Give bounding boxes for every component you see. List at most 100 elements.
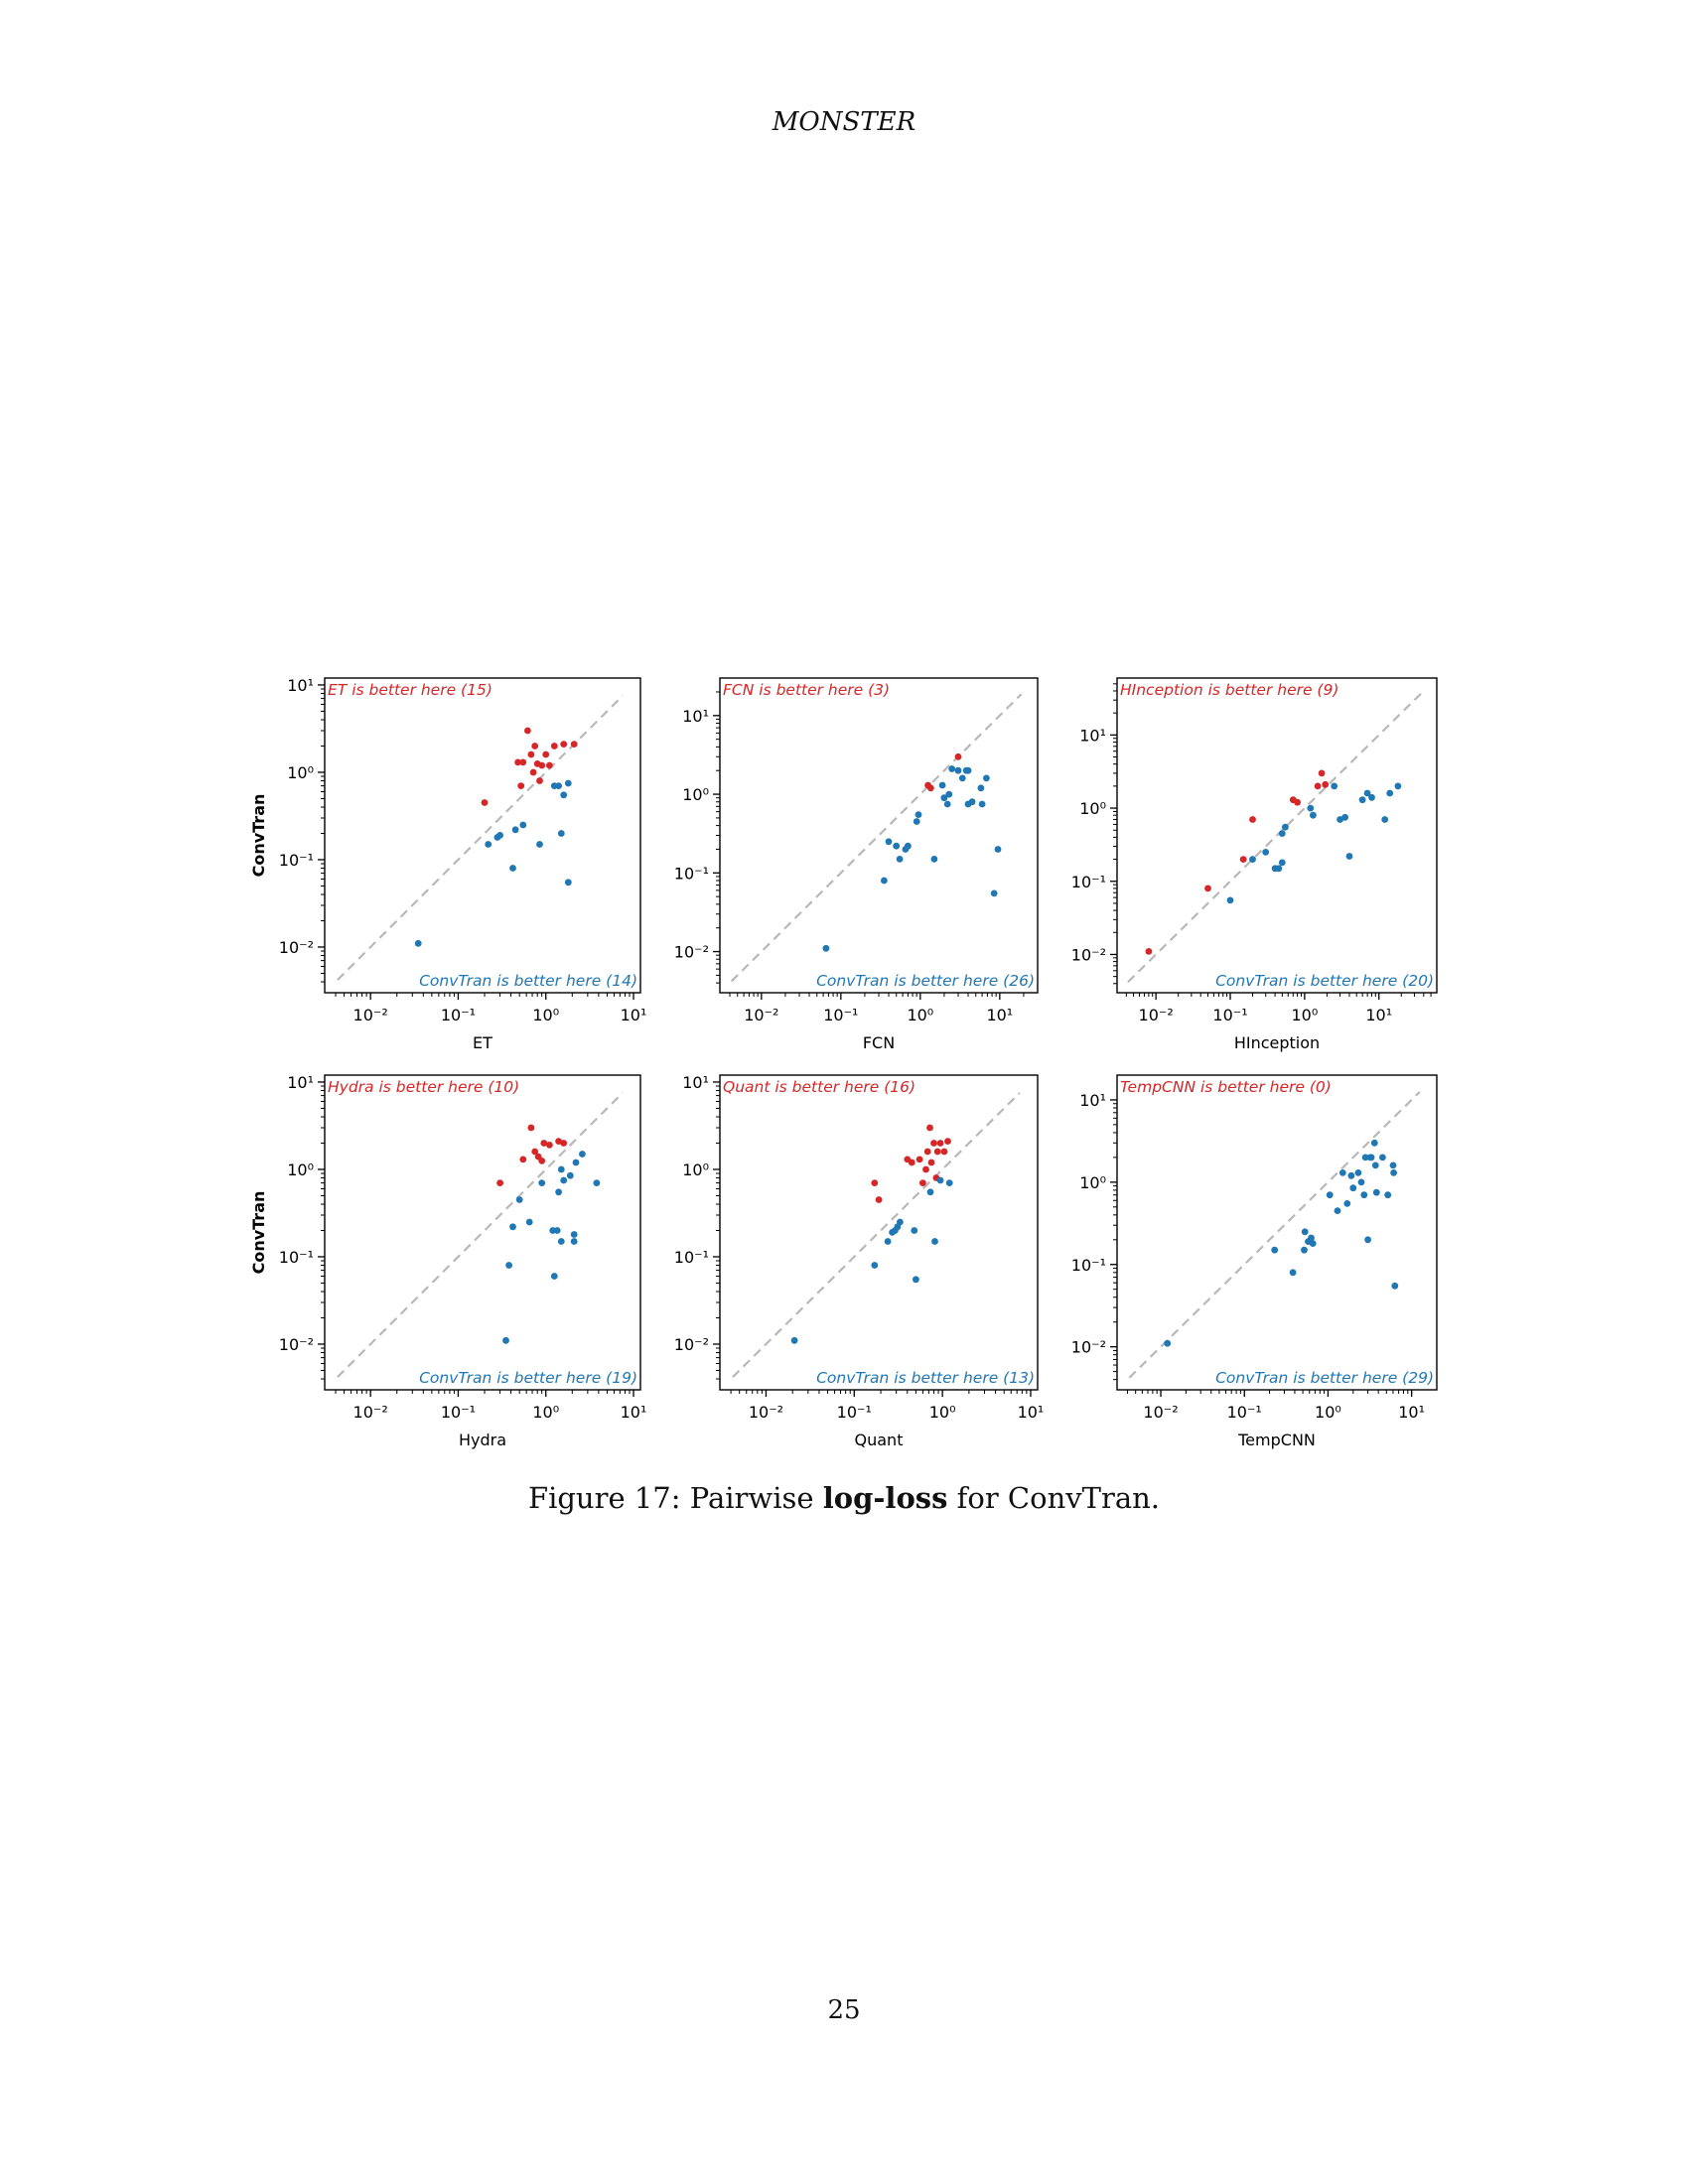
blue-point (990, 889, 998, 897)
red-point (538, 761, 546, 769)
blue-point (1278, 859, 1286, 867)
diagonal-line (732, 1092, 1021, 1378)
plot-frame (719, 1074, 1039, 1391)
red-point (546, 1142, 553, 1149)
red-point (517, 782, 525, 789)
blue-point (519, 821, 527, 829)
blue-point (1390, 1169, 1397, 1176)
red-point (922, 1165, 929, 1173)
blue-point (536, 841, 543, 848)
blue-point (1381, 816, 1389, 823)
red-point (1314, 782, 1322, 790)
blue-point (1358, 796, 1366, 804)
y-tick-label: 10⁻² (279, 938, 314, 957)
blue-point (1307, 804, 1315, 812)
bottom-annotation: ConvTran is better here (14) (419, 972, 637, 990)
red-point (570, 741, 578, 748)
y-tick-label: 10⁻¹ (279, 851, 314, 870)
bottom-annotation: ConvTran is better here (20) (1215, 972, 1434, 990)
diagonal-line (1127, 692, 1423, 984)
blue-point (1370, 1139, 1378, 1147)
blue-point (553, 1227, 561, 1234)
red-point (514, 758, 521, 766)
red-point (519, 758, 527, 766)
red-point (560, 1140, 568, 1147)
red-point (531, 1148, 539, 1156)
x-axis-label: FCN (863, 1033, 895, 1052)
x-tick-label: 10¹ (621, 1006, 647, 1024)
blue-point (1326, 1191, 1334, 1199)
x-tick-label: 10⁻² (1143, 1403, 1178, 1422)
blue-point (911, 1227, 918, 1234)
red-point (546, 761, 553, 769)
y-axis-label: ConvTran (249, 794, 268, 878)
blue-point (943, 800, 951, 808)
red-point (1318, 769, 1326, 777)
x-tick-label: 10¹ (621, 1403, 647, 1422)
x-tick-label: 10¹ (986, 1006, 1013, 1024)
blue-point (1309, 1240, 1317, 1247)
blue-point (560, 1176, 568, 1184)
red-point (540, 1140, 548, 1147)
red-point (550, 743, 558, 750)
red-point (923, 1148, 931, 1156)
blue-point (913, 818, 920, 825)
red-point (555, 1138, 562, 1145)
y-tick-label: 10¹ (1079, 1091, 1106, 1110)
scatter-panel-tempcnn: 10⁻² 10⁻¹ 10⁰ 10¹ 10⁻² 10⁻¹ 10⁰ 10¹ TempCNN is b… (1071, 1074, 1438, 1449)
blue-point (511, 826, 519, 834)
blue-point (515, 1196, 523, 1203)
top-annotation: Hydra is better here (10) (328, 1078, 519, 1096)
figure-caption: Figure 17: Pairwise log-loss for ConvTra… (0, 1481, 1688, 1515)
red-point (527, 1124, 535, 1132)
red-point (1145, 948, 1153, 955)
plot-frame (324, 677, 641, 994)
x-tick-label: 10⁻¹ (441, 1006, 476, 1024)
blue-point (1384, 1191, 1392, 1199)
y-tick-label: 10⁻¹ (674, 1248, 709, 1267)
red-point (560, 741, 568, 748)
blue-point (1360, 1191, 1368, 1199)
blue-point (509, 1223, 516, 1231)
x-tick-label: 10⁻¹ (837, 1403, 872, 1422)
blue-point (566, 1171, 574, 1179)
y-tick-label: 10¹ (287, 676, 314, 695)
red-point (1294, 798, 1301, 806)
x-tick-label: 10⁰ (1315, 1403, 1341, 1422)
blue-point (936, 1176, 944, 1184)
blue-point (1278, 830, 1286, 837)
y-tick-label: 10⁻² (674, 943, 709, 962)
y-axis-label: ConvTran (249, 1191, 268, 1275)
blue-point (485, 841, 492, 848)
x-tick-label: 10⁻² (744, 1006, 778, 1024)
red-point (1239, 856, 1247, 863)
blue-point (570, 1231, 578, 1238)
blue-point (1364, 1236, 1371, 1244)
red-point (519, 1156, 527, 1163)
blue-point (1343, 1200, 1351, 1207)
blue-point (1334, 1207, 1341, 1214)
x-axis-label: Hydra (459, 1431, 506, 1449)
blue-point (938, 781, 946, 789)
x-tick-label: 10⁻¹ (823, 1006, 858, 1024)
blue-point (1379, 1154, 1386, 1161)
y-tick-label: 10⁻² (1071, 945, 1106, 964)
blue-point (790, 1336, 798, 1344)
bottom-annotation: ConvTran is better here (19) (419, 1369, 637, 1387)
blue-point (893, 842, 901, 850)
blue-point (579, 1151, 586, 1158)
blue-point (414, 939, 422, 947)
blue-point (977, 784, 985, 792)
blue-point (1368, 793, 1375, 801)
plot-frame (1116, 677, 1438, 994)
x-axis-label: Quant (855, 1431, 904, 1449)
blue-point (1308, 1234, 1315, 1242)
red-point (954, 752, 962, 760)
y-tick-label: 10⁰ (682, 785, 709, 804)
blue-point (1386, 789, 1394, 797)
red-point (1322, 780, 1330, 788)
x-tick-label: 10⁻¹ (441, 1403, 476, 1422)
blue-point (964, 766, 972, 774)
blue-point (897, 1218, 904, 1226)
blue-point (881, 877, 888, 885)
